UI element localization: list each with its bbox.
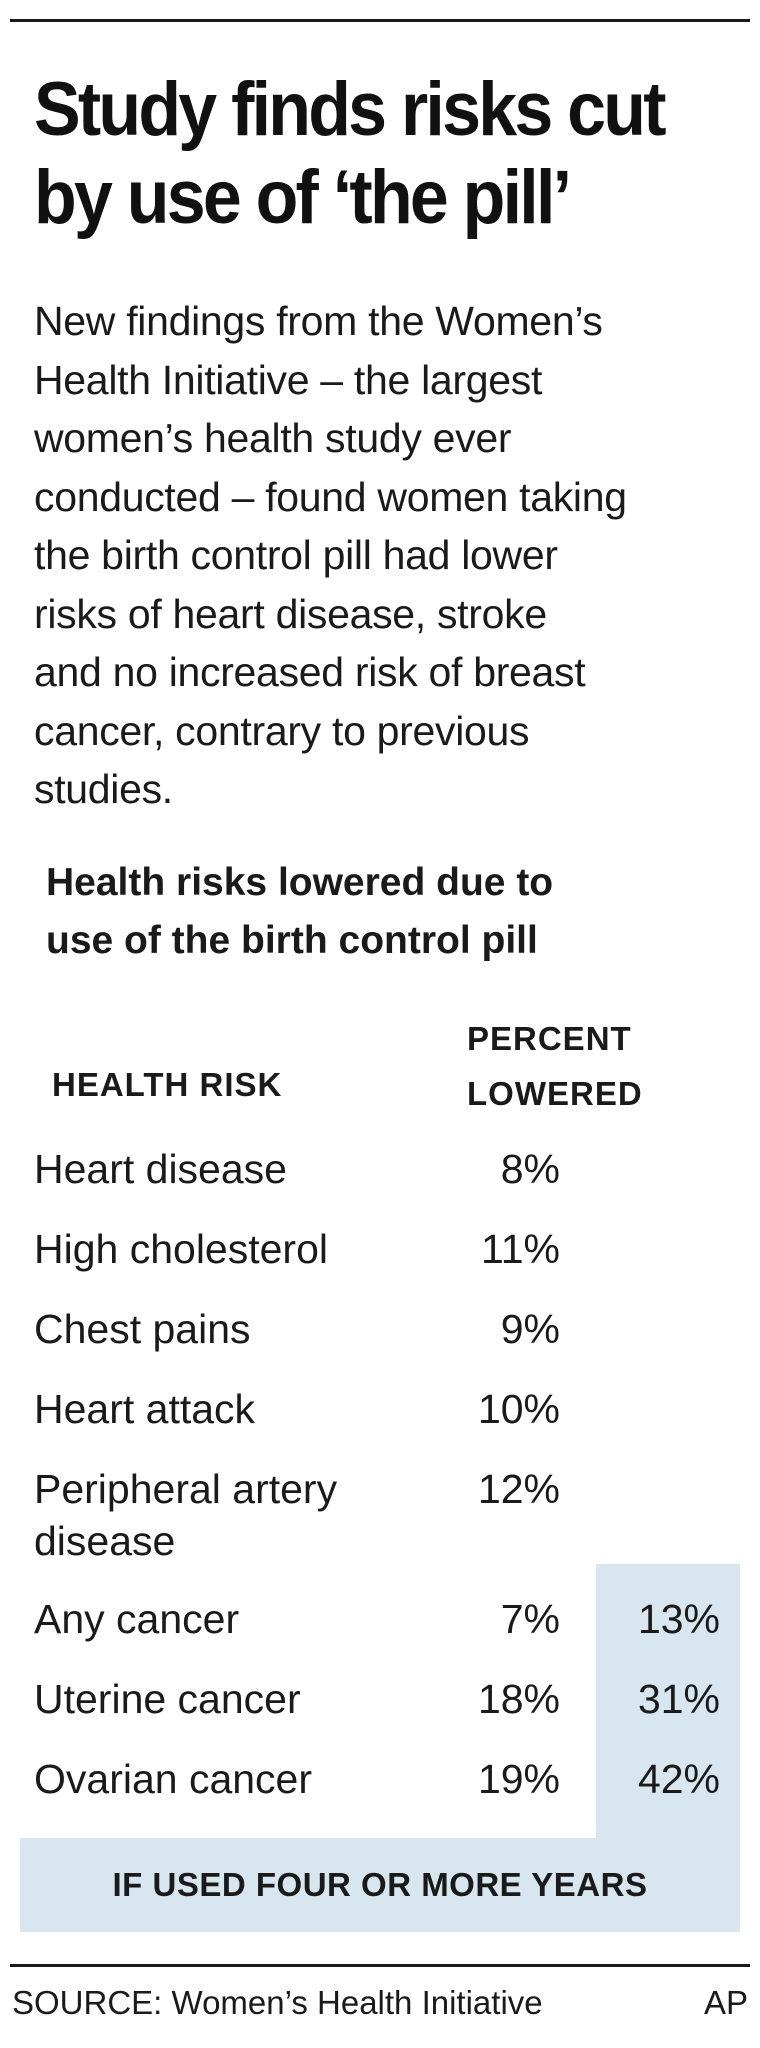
table-row-long-use-percent: 42% [637, 1756, 720, 1802]
table-row-label: High cholesterol [34, 1223, 328, 1275]
column-header-health-risk: HEALTH RISK [52, 1066, 283, 1103]
intro-paragraph: New findings from the Women’s Health Ini… [34, 292, 746, 819]
intro-line: women’s health study ever [34, 415, 512, 461]
intro-line: conducted – found women taking [34, 473, 627, 520]
intro-line: the birth control pill had lower [34, 532, 558, 578]
table-row-percent: 10% [477, 1386, 560, 1432]
table-row-label-line: Uterine cancer [34, 1676, 301, 1722]
table-row-label: Uterine cancer [34, 1673, 301, 1725]
intro-line: risks of heart disease, stroke [34, 590, 547, 637]
intro-line: Health Initiative – the largest [34, 356, 543, 403]
headline-line-2: by use of ‘the pill’ [34, 155, 572, 240]
table-row-label-line: Peripheral artery [34, 1466, 338, 1512]
bottom-rule [10, 1964, 750, 1967]
table-row-label-line: Heart attack [34, 1386, 256, 1432]
agency-credit: AP [703, 1984, 748, 2021]
table-row-percent: 8% [500, 1146, 560, 1192]
top-rule [10, 19, 750, 22]
table-title: Health risks lowered due to use of the b… [46, 854, 746, 970]
table-row-label-line: Chest pains [34, 1306, 251, 1352]
table-row-long-use-percent: 13% [637, 1596, 720, 1642]
table-row-label: Any cancer [34, 1593, 239, 1645]
long-use-label: IF USED FOUR OR MORE YEARS [112, 1866, 648, 1903]
table-row-label-line: Heart disease [34, 1146, 287, 1192]
headline-line-1: Study finds risks cut [34, 67, 666, 152]
table-row-label: Heart attack [34, 1383, 255, 1435]
column-header-percent-lowered: PERCENT LOWERED [467, 1011, 643, 1121]
column-header-percent-line-2: LOWERED [467, 1075, 643, 1112]
headline: Study finds risks cut by use of ‘the pil… [34, 66, 696, 242]
long-use-highlight-footer [20, 1838, 740, 1932]
table-row-label: Heart disease [34, 1143, 287, 1195]
table-row-percent: 9% [500, 1306, 560, 1352]
intro-line: New findings from the Women’s [34, 298, 603, 344]
table-row-label-line: Ovarian cancer [34, 1756, 313, 1802]
table-row-long-use-percent: 31% [637, 1676, 720, 1722]
table-row-label: Chest pains [34, 1303, 251, 1355]
table-row-label: Peripheral artery disease [34, 1463, 337, 1567]
source-credit: SOURCE: Women’s Health Initiative [12, 1984, 543, 2021]
table-title-line-2: use of the birth control pill [46, 919, 538, 962]
table-row-label-line: High cholesterol [34, 1226, 328, 1272]
intro-line: cancer, contrary to previous [34, 707, 530, 754]
table-row-label-line: disease [34, 1518, 176, 1564]
column-header-percent-line-1: PERCENT [467, 1020, 632, 1057]
table-row-label: Ovarian cancer [34, 1753, 312, 1805]
table-row-percent: 19% [477, 1756, 560, 1802]
intro-line: and no increased risk of breast [34, 649, 586, 695]
table-title-line-1: Health risks lowered due to [46, 861, 554, 904]
intro-line: studies. [34, 766, 173, 812]
long-use-highlight-column [596, 1564, 740, 1838]
table-row-percent: 11% [480, 1226, 560, 1272]
table-row-percent: 18% [477, 1676, 560, 1722]
table-row-label-line: Any cancer [34, 1596, 240, 1642]
table-row-percent: 7% [500, 1596, 560, 1642]
table-row-percent: 12% [477, 1466, 560, 1512]
